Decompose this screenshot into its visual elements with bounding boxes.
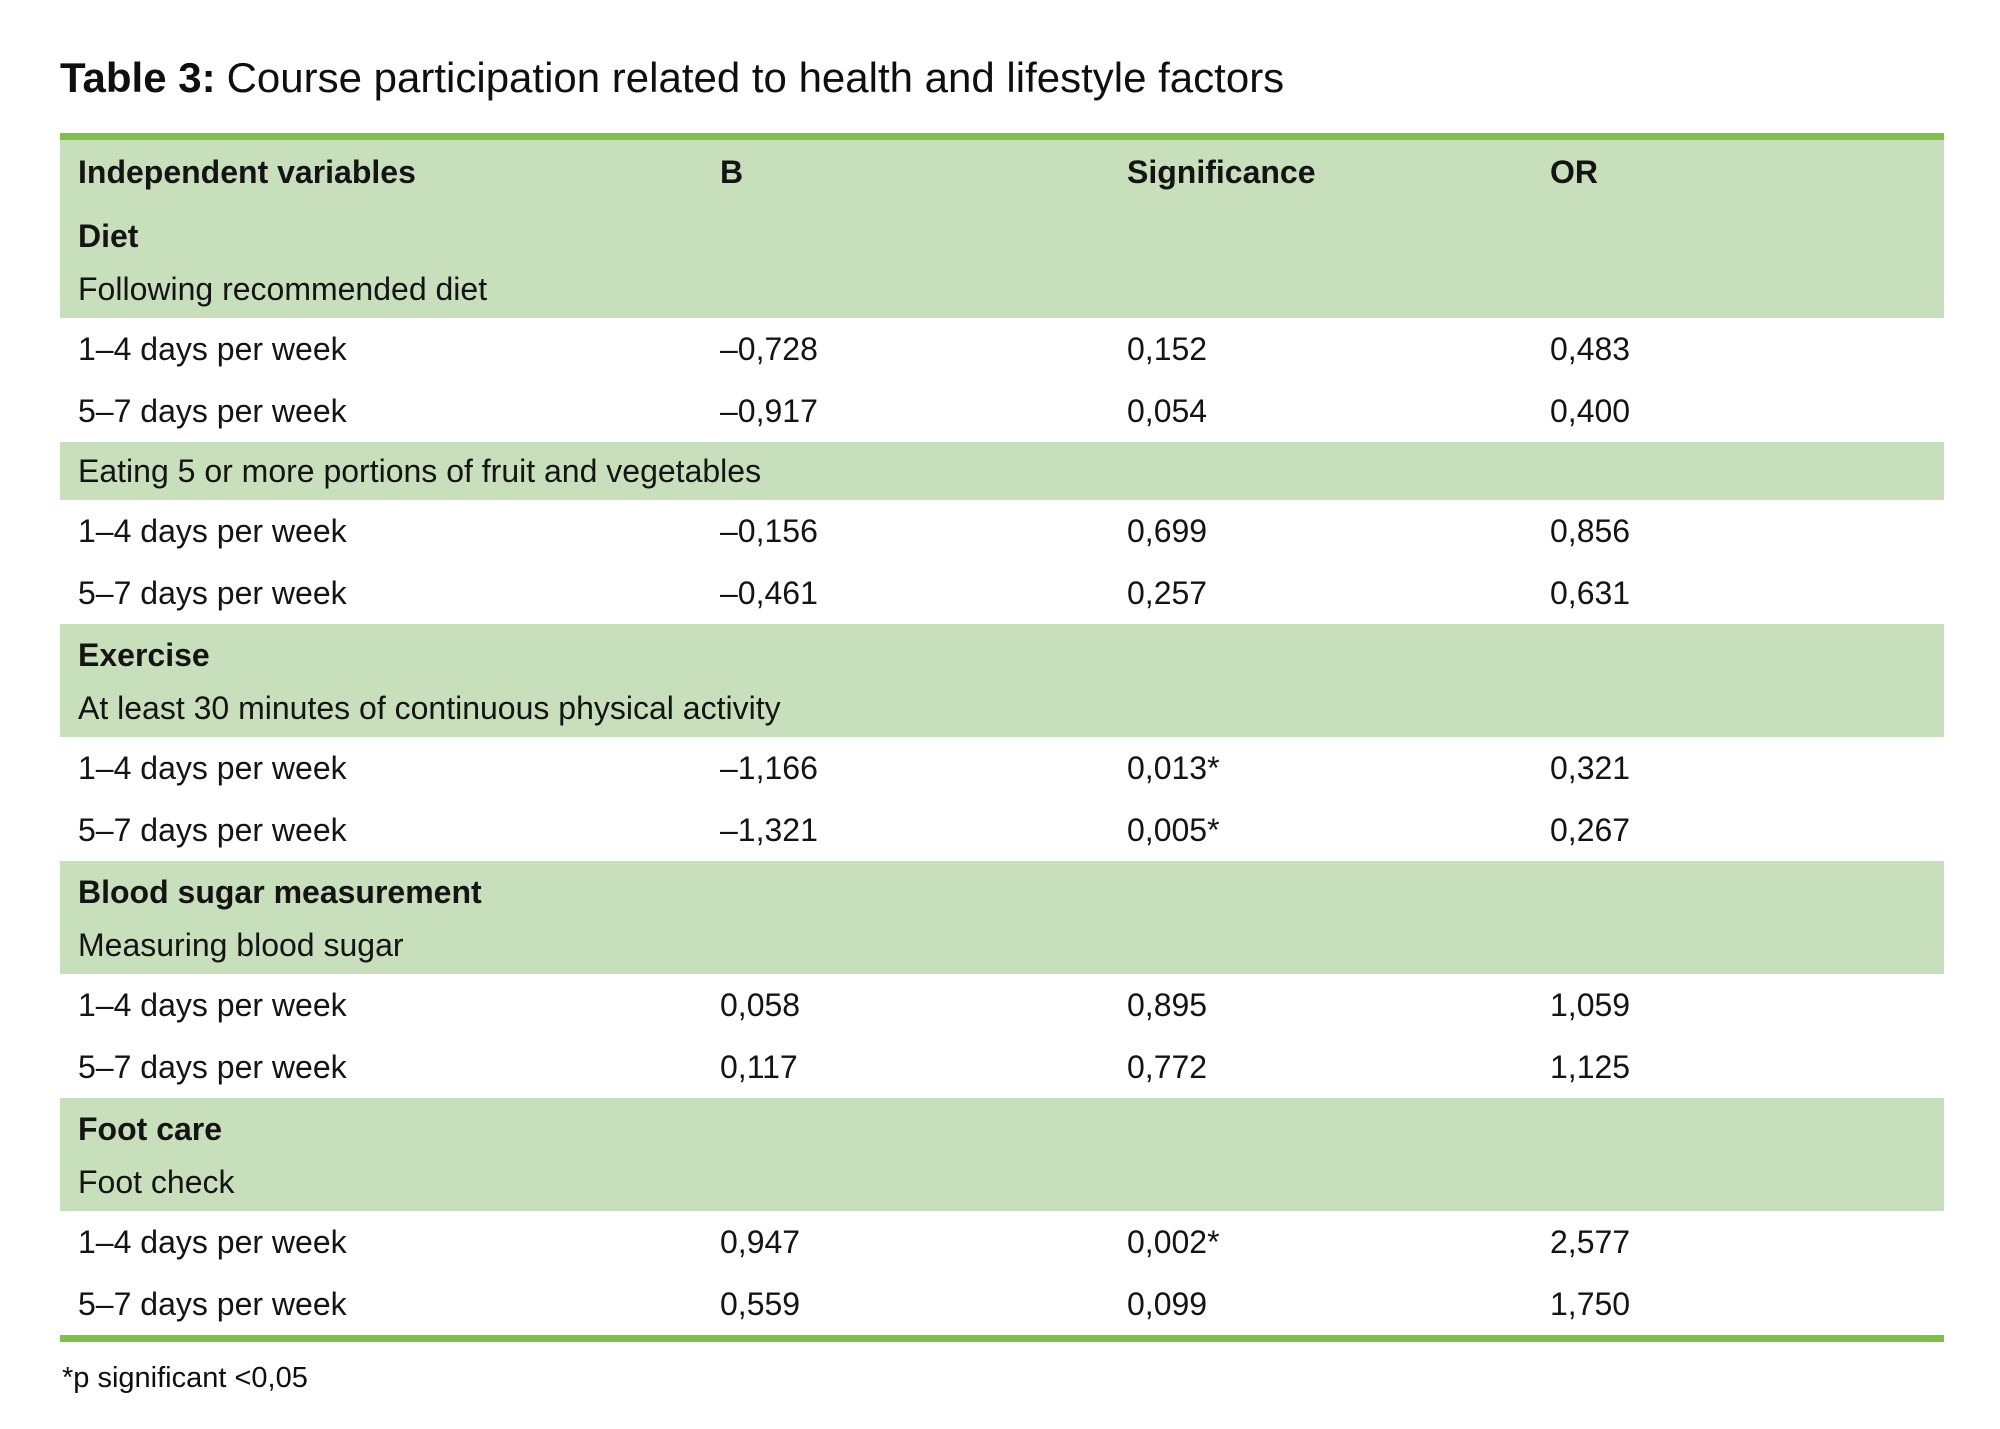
cell-significance: 0,005* [1127, 799, 1550, 861]
table-caption-text: Course participation related to health a… [226, 54, 1285, 101]
cell-significance: 0,002* [1127, 1211, 1550, 1273]
section-heading: Foot care [78, 1110, 223, 1147]
table-caption: Table 3: Course participation related to … [60, 54, 1284, 102]
cell-significance: 0,895 [1127, 974, 1550, 1036]
cell-b: –1,166 [720, 737, 1127, 799]
section-subheading: Foot check [78, 1163, 235, 1200]
section-header-row: Foot care Foot check [60, 1098, 1944, 1211]
table-row: 1–4 days per week –0,728 0,152 0,483 [60, 318, 1944, 380]
cell-or: 2,577 [1550, 1211, 1944, 1273]
cell-significance: 0,013* [1127, 737, 1550, 799]
cell-significance: 0,099 [1127, 1273, 1550, 1339]
table-row: 5–7 days per week –1,321 0,005* 0,267 [60, 799, 1944, 861]
cell-b: –0,728 [720, 318, 1127, 380]
cell-b: 0,559 [720, 1273, 1127, 1339]
row-label: 5–7 days per week [60, 1036, 720, 1098]
table-row: 5–7 days per week –0,917 0,054 0,400 [60, 380, 1944, 442]
row-label: 1–4 days per week [60, 1211, 720, 1273]
cell-or: 1,059 [1550, 974, 1944, 1036]
cell-significance: 0,772 [1127, 1036, 1550, 1098]
section-subheading: Following recommended diet [78, 270, 488, 307]
section-header-row: Blood sugar measurement Measuring blood s… [60, 861, 1944, 974]
results-table-container: Independent variables B Significance OR Diet… [60, 133, 1944, 1342]
section-subheading: Eating 5 or more portions of fruit and v… [78, 453, 762, 489]
cell-or: 0,321 [1550, 737, 1944, 799]
section-header-row: Exercise At least 30 minutes of continuou… [60, 624, 1944, 737]
section-header-row: Diet Following recommended diet [60, 205, 1944, 318]
cell-or: 0,631 [1550, 562, 1944, 624]
table-row: 1–4 days per week –1,166 0,013* 0,321 [60, 737, 1944, 799]
table-row: 1–4 days per week 0,058 0,895 1,059 [60, 974, 1944, 1036]
section-heading: Exercise [78, 636, 210, 673]
cell-significance: 0,054 [1127, 380, 1550, 442]
cell-or: 0,483 [1550, 318, 1944, 380]
row-label: 5–7 days per week [60, 799, 720, 861]
cell-significance: 0,699 [1127, 500, 1550, 562]
section-heading: Diet [78, 217, 139, 254]
cell-or: 1,750 [1550, 1273, 1944, 1339]
column-header: B [720, 136, 1127, 205]
cell-significance: 0,152 [1127, 318, 1550, 380]
column-header: Independent variables [60, 136, 720, 205]
section-header-cell: Blood sugar measurement Measuring blood s… [60, 861, 1944, 974]
section-header-row: Eating 5 or more portions of fruit and v… [60, 442, 1944, 500]
table-row: 5–7 days per week 0,559 0,099 1,750 [60, 1273, 1944, 1339]
section-subheading: At least 30 minutes of continuous physic… [78, 689, 781, 726]
row-label: 1–4 days per week [60, 974, 720, 1036]
cell-b: –0,917 [720, 380, 1127, 442]
row-label: 1–4 days per week [60, 500, 720, 562]
column-header: OR [1550, 136, 1944, 205]
cell-b: –0,461 [720, 562, 1127, 624]
table-row: 1–4 days per week 0,947 0,002* 2,577 [60, 1211, 1944, 1273]
cell-or: 0,856 [1550, 500, 1944, 562]
row-label: 1–4 days per week [60, 737, 720, 799]
table-row: 5–7 days per week 0,117 0,772 1,125 [60, 1036, 1944, 1098]
section-heading: Blood sugar measurement [78, 873, 482, 910]
cell-b: –1,321 [720, 799, 1127, 861]
results-table: Independent variables B Significance OR Diet… [60, 133, 1944, 1342]
section-header-cell: Diet Following recommended diet [60, 205, 1944, 318]
column-header: Significance [1127, 136, 1550, 205]
cell-significance: 0,257 [1127, 562, 1550, 624]
table-footnote: *p significant <0,05 [62, 1362, 308, 1394]
cell-b: –0,156 [720, 500, 1127, 562]
row-label: 1–4 days per week [60, 318, 720, 380]
cell-b: 0,058 [720, 974, 1127, 1036]
table-row: 1–4 days per week –0,156 0,699 0,856 [60, 500, 1944, 562]
cell-or: 0,400 [1550, 380, 1944, 442]
row-label: 5–7 days per week [60, 1273, 720, 1339]
table-caption-label: Table 3: [60, 54, 216, 101]
section-header-cell: Foot care Foot check [60, 1098, 1944, 1211]
cell-b: 0,947 [720, 1211, 1127, 1273]
table-row: 5–7 days per week –0,461 0,257 0,631 [60, 562, 1944, 624]
section-header-cell: Exercise At least 30 minutes of continuou… [60, 624, 1944, 737]
row-label: 5–7 days per week [60, 562, 720, 624]
row-label: 5–7 days per week [60, 380, 720, 442]
header-row: Independent variables B Significance OR [60, 136, 1944, 205]
cell-or: 0,267 [1550, 799, 1944, 861]
section-header-cell: Eating 5 or more portions of fruit and v… [60, 442, 1944, 500]
cell-or: 1,125 [1550, 1036, 1944, 1098]
cell-b: 0,117 [720, 1036, 1127, 1098]
section-subheading: Measuring blood sugar [78, 926, 404, 963]
